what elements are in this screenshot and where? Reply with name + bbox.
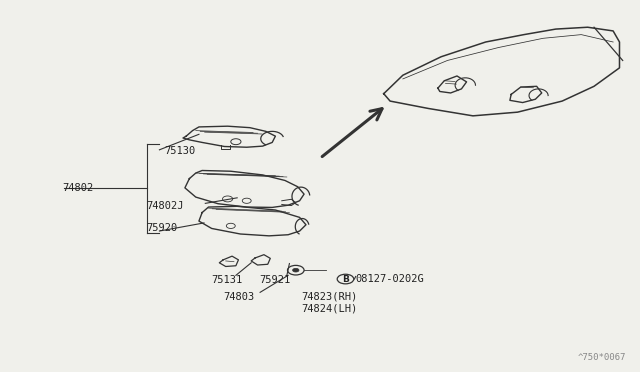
Text: 75131: 75131 <box>212 275 243 285</box>
Text: 08127-0202G: 08127-0202G <box>356 274 424 284</box>
Text: 75920: 75920 <box>147 224 178 234</box>
Text: 75921: 75921 <box>259 275 291 285</box>
Text: ^750*0067: ^750*0067 <box>577 353 626 362</box>
Text: 75130: 75130 <box>164 146 195 156</box>
Text: 74802J: 74802J <box>147 201 184 211</box>
Text: 74802: 74802 <box>62 183 93 193</box>
Text: 74803: 74803 <box>223 292 254 302</box>
Circle shape <box>292 268 299 272</box>
Text: B: B <box>342 275 349 283</box>
Text: 74823(RH): 74823(RH) <box>301 292 357 302</box>
Text: 74824(LH): 74824(LH) <box>301 304 357 314</box>
